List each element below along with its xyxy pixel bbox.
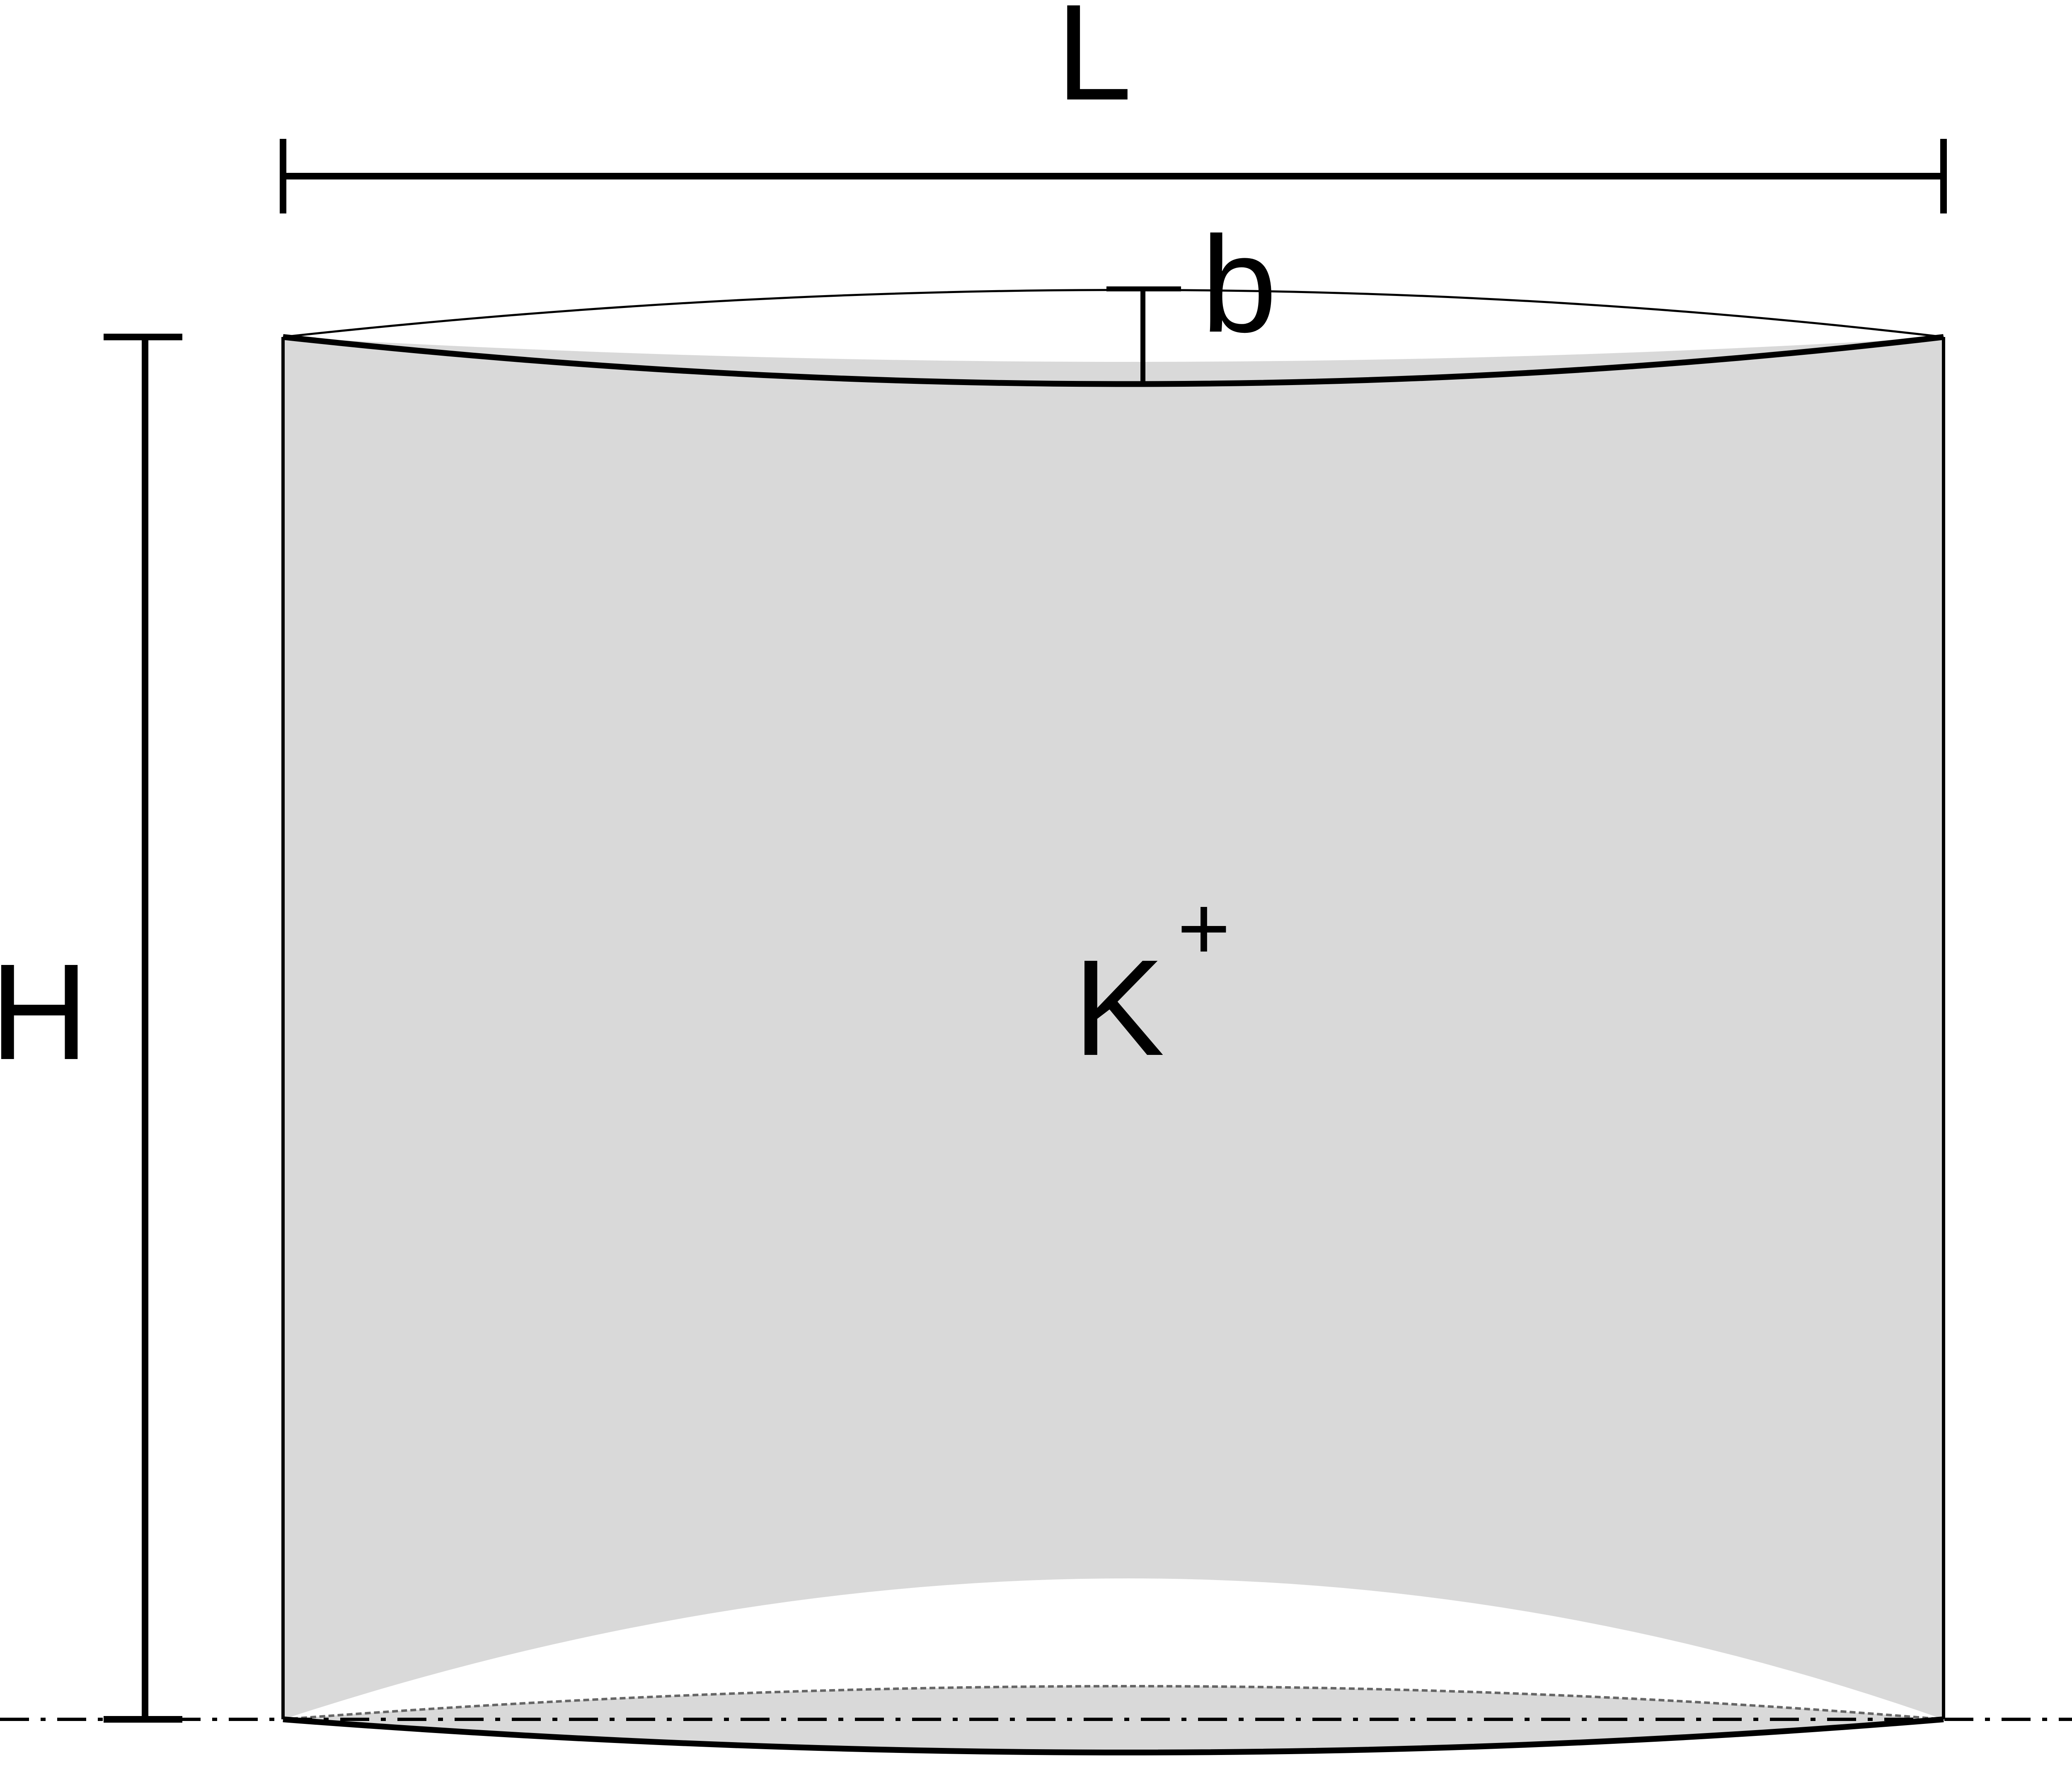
ion-charge-label: + [1177, 877, 1230, 979]
length-dimension [280, 139, 1947, 213]
ion-label: K [1073, 931, 1164, 1084]
top-deformed-surface [283, 334, 1944, 387]
bulge-dimension [1106, 286, 1181, 385]
bottom-bulge-edge [283, 1716, 1944, 1755]
height-dimension [104, 334, 182, 1723]
cylinder-body [283, 337, 1944, 1719]
height-label: H [0, 935, 89, 1088]
top-original-surface [283, 289, 1944, 338]
length-label: L [1056, 0, 1132, 128]
bulge-label: b [1201, 208, 1277, 361]
